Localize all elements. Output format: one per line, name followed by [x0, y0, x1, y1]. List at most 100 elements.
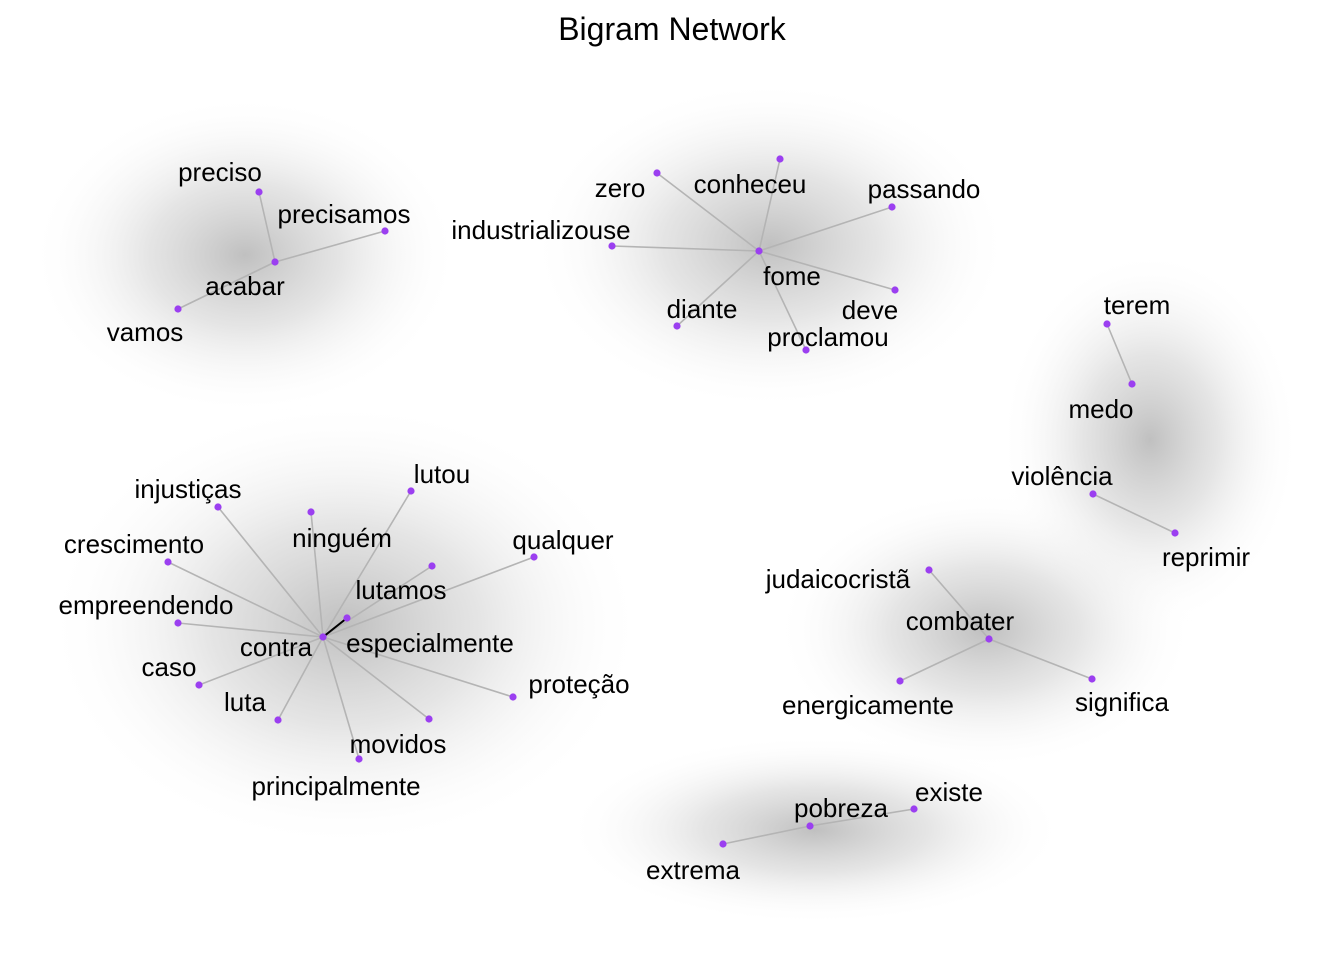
edge-crescimento-contra	[167, 561, 324, 638]
node-label-zero: zero	[595, 173, 646, 203]
edge-layer	[167, 158, 1176, 845]
edge-preciso-acabar	[258, 191, 276, 263]
node-terem	[1103, 320, 1111, 328]
node-label-violencia: violência	[1011, 461, 1113, 491]
node-label-combater: combater	[906, 606, 1015, 636]
node-label-proclamou: proclamou	[767, 322, 888, 352]
node-crescimento	[164, 558, 172, 566]
node-label-vamos: vamos	[107, 317, 184, 347]
node-precisamos	[381, 227, 389, 235]
edge-passando-fome	[758, 206, 893, 252]
node-medo	[1128, 380, 1136, 388]
node-label-crescimento: crescimento	[64, 529, 204, 559]
node-label-conheceu: conheceu	[694, 169, 807, 199]
edge-empreendendo-contra	[177, 622, 324, 638]
node-label-lutou: lutou	[414, 459, 470, 489]
node-diante	[673, 322, 681, 330]
node-label-deve: deve	[842, 295, 898, 325]
node-conheceu	[776, 155, 784, 163]
node-judaicocrista	[925, 566, 933, 574]
label-layer: preciso precisamos acabar vamos zero conheceu…	[59, 157, 1251, 885]
node-acabar	[271, 258, 279, 266]
edge-injusticas-contra	[217, 506, 324, 638]
node-label-passando: passando	[868, 174, 981, 204]
node-fome	[755, 247, 763, 255]
node-contra	[319, 633, 327, 641]
cluster-glow	[775, 490, 1195, 770]
cluster-glow	[565, 735, 1065, 925]
node-luta	[274, 716, 282, 724]
node-label-principalmente: principalmente	[251, 771, 420, 801]
node-combater	[985, 635, 993, 643]
node-empreendendo	[174, 619, 182, 627]
node-label-movidos: movidos	[350, 729, 447, 759]
edge-especialmente-contra	[322, 617, 348, 638]
edge-ninguem-contra	[310, 511, 324, 638]
node-movidos	[425, 715, 433, 723]
node-protecao	[509, 693, 517, 701]
node-deve	[891, 286, 899, 294]
edge-caso-contra	[198, 636, 324, 686]
diagram-title: Bigram Network	[558, 11, 787, 47]
node-label-luta: luta	[224, 687, 266, 717]
edge-conheceu-fome	[758, 158, 781, 252]
node-energicamente	[896, 677, 904, 685]
node-label-preciso: preciso	[178, 157, 262, 187]
edge-violencia-reprimir	[1092, 493, 1176, 534]
node-reprimir	[1171, 529, 1179, 537]
node-significa	[1088, 675, 1096, 683]
node-violencia	[1089, 490, 1097, 498]
edge-deve-fome	[758, 250, 896, 291]
edge-qualquer-contra	[322, 556, 535, 638]
node-label-qualquer: qualquer	[512, 525, 614, 555]
cluster-glow	[530, 80, 1010, 410]
edge-vamos-acabar	[177, 261, 276, 310]
edge-movidos-contra	[322, 636, 430, 720]
node-industrializouse	[608, 242, 616, 250]
node-label-energicamente: energicamente	[782, 690, 954, 720]
cluster-glow	[45, 400, 645, 850]
node-label-reprimir: reprimir	[1162, 542, 1250, 572]
edge-energicamente-combater	[899, 638, 990, 682]
node-proclamou	[802, 346, 810, 354]
node-principalmente	[355, 755, 363, 763]
edge-significa-combater	[988, 638, 1093, 680]
node-label-lutamos: lutamos	[355, 575, 446, 605]
node-passando	[888, 203, 896, 211]
cluster-glow-layer	[30, 80, 1300, 925]
node-label-industrializouse: industrializouse	[451, 215, 630, 245]
edge-industrializouse-fome	[611, 245, 760, 252]
edge-protecao-contra	[322, 636, 514, 698]
edge-proclamou-fome	[758, 250, 807, 351]
edge-precisamos-acabar	[274, 230, 386, 263]
node-lutou	[407, 487, 415, 495]
node-label-existe: existe	[915, 777, 983, 807]
node-label-acabar: acabar	[205, 271, 285, 301]
node-existe	[910, 805, 918, 813]
node-label-precisamos: precisamos	[278, 199, 411, 229]
node-label-protecao: proteção	[528, 669, 629, 699]
node-lutamos	[428, 562, 436, 570]
node-label-medo: medo	[1068, 394, 1133, 424]
node-injusticas	[214, 503, 222, 511]
node-pobreza	[806, 822, 814, 830]
node-layer	[164, 155, 1179, 848]
node-label-terem: terem	[1104, 290, 1170, 320]
node-zero	[653, 169, 661, 177]
node-qualquer	[530, 553, 538, 561]
edge-terem-medo	[1106, 323, 1133, 385]
node-label-extrema: extrema	[646, 855, 740, 885]
node-vamos	[174, 305, 182, 313]
node-label-judaicocrista: judaicocristã	[765, 564, 911, 594]
node-preciso	[255, 188, 263, 196]
node-label-diante: diante	[667, 294, 738, 324]
node-caso	[195, 681, 203, 689]
node-label-injusticas: injustiças	[135, 474, 242, 504]
edge-principalmente-contra	[322, 636, 360, 760]
cluster-glow	[30, 95, 460, 415]
edge-diante-fome	[676, 250, 760, 327]
node-label-fome: fome	[763, 261, 821, 291]
node-label-caso: caso	[142, 652, 197, 682]
node-label-ninguem: ninguém	[292, 523, 392, 553]
